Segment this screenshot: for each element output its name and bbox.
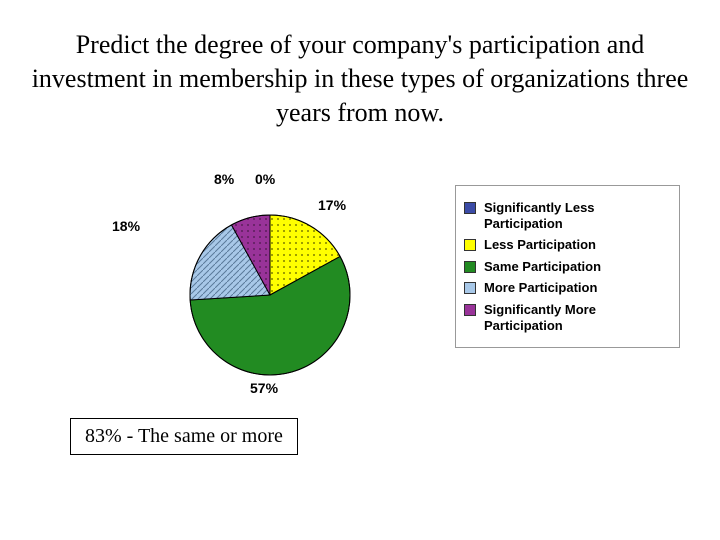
pie-slice-label: 0% (255, 171, 275, 187)
legend: Significantly Less Participation Less Par… (455, 185, 680, 348)
legend-item: Significantly More Participation (464, 302, 671, 333)
pie-slice-label: 17% (318, 197, 346, 213)
callout-box: 83% - The same or more (70, 418, 298, 455)
legend-label: Significantly More Participation (484, 302, 671, 333)
legend-swatch (464, 304, 476, 316)
pie-chart: 0%17%57%18%8% (140, 180, 400, 400)
legend-item: More Participation (464, 280, 671, 296)
legend-item: Significantly Less Participation (464, 200, 671, 231)
legend-swatch (464, 261, 476, 273)
legend-swatch (464, 202, 476, 214)
legend-label: More Participation (484, 280, 597, 296)
pie-svg (185, 210, 355, 380)
legend-label: Significantly Less Participation (484, 200, 671, 231)
legend-item: Same Participation (464, 259, 671, 275)
pie-slice-label: 8% (214, 171, 234, 187)
legend-label: Same Participation (484, 259, 601, 275)
legend-label: Less Participation (484, 237, 596, 253)
pie-slice-label: 57% (250, 380, 278, 396)
legend-swatch (464, 282, 476, 294)
pie-slice-label: 18% (112, 218, 140, 234)
legend-swatch (464, 239, 476, 251)
legend-item: Less Participation (464, 237, 671, 253)
chart-title: Predict the degree of your company's par… (0, 0, 720, 129)
